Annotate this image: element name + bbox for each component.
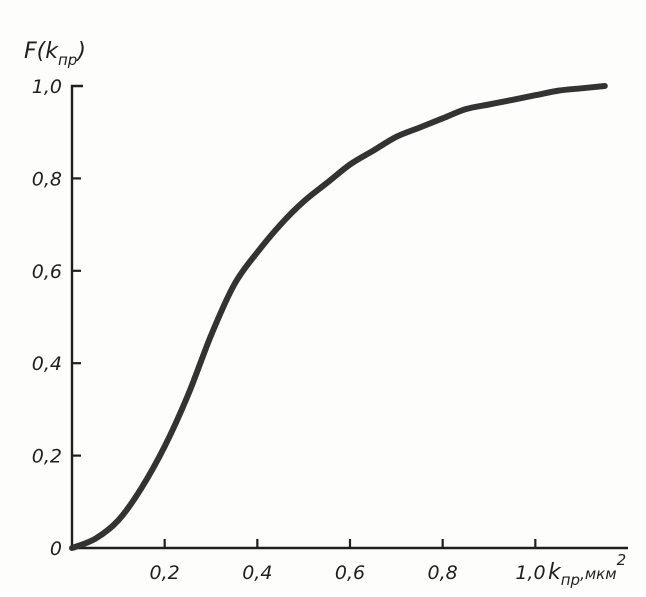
y-axis-title-main: F(k <box>24 39 59 64</box>
y-tick-label: 0,2 <box>32 446 62 468</box>
x-axis-title-main: k <box>548 560 562 585</box>
y-axis-title: F(kпр) <box>24 39 86 69</box>
y-tick-label: 0,4 <box>32 353 62 375</box>
x-tick-label: 0,8 <box>428 562 458 584</box>
x-axis-ticks: 0,2 0,4 0,6 0,8 1,0 <box>150 539 546 584</box>
y-tick-label: 0,6 <box>32 261 62 283</box>
x-axis-title-unit: ,мкм <box>580 565 616 583</box>
series-layer <box>69 83 608 551</box>
series-line <box>69 83 608 551</box>
x-tick-label: 0,2 <box>150 562 180 584</box>
y-tick-label: 0,8 <box>32 168 62 190</box>
x-axis-title: kпр,мкм2 <box>548 551 626 589</box>
x-tick-label: 1,0 <box>515 562 545 584</box>
y-tick-label: 0 <box>50 538 62 560</box>
y-axis-line <box>70 84 83 548</box>
y-axis-title-close: ) <box>75 39 86 64</box>
y-axis-title-sub: пр <box>58 51 77 69</box>
x-axis-title-sub: пр <box>561 571 580 589</box>
x-tick-label: 0,4 <box>242 562 272 584</box>
x-tick-label: 0,6 <box>335 562 365 584</box>
x-axis-title-sup: 2 <box>617 551 627 569</box>
y-tick-label: 1,0 <box>32 76 62 98</box>
y-axis-ticks: 0 0,2 0,4 0,6 0,8 1,0 <box>32 76 81 560</box>
